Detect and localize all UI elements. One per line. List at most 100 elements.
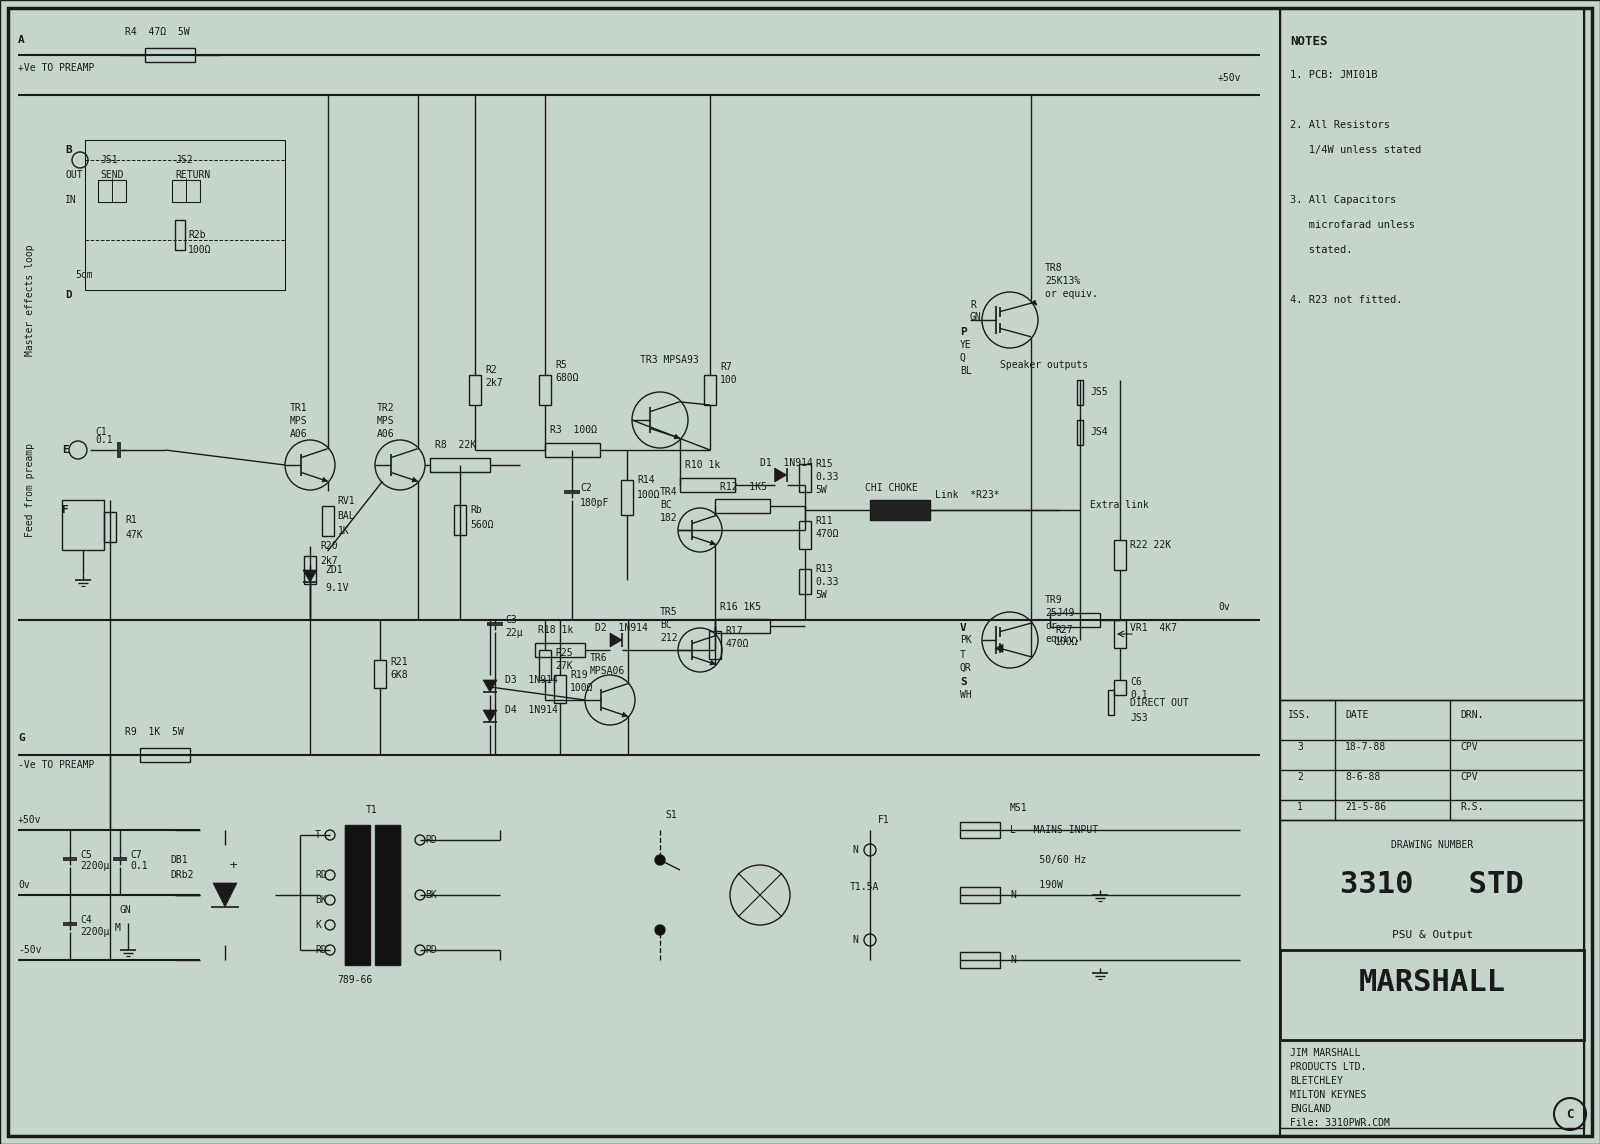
- Text: R: R: [970, 300, 976, 310]
- Text: R25: R25: [555, 648, 573, 658]
- Text: TR8: TR8: [1045, 263, 1062, 273]
- Text: 470Ω: 470Ω: [725, 638, 749, 649]
- Text: 470Ω: 470Ω: [816, 529, 838, 539]
- Text: 190W: 190W: [1010, 880, 1062, 890]
- Text: C7: C7: [130, 850, 142, 860]
- Polygon shape: [483, 680, 498, 692]
- Text: 100Ω: 100Ω: [189, 245, 211, 255]
- Text: 4. R23 not fitted.: 4. R23 not fitted.: [1290, 295, 1403, 305]
- Text: Q: Q: [960, 353, 966, 363]
- Text: 2: 2: [1298, 772, 1302, 782]
- Bar: [546, 443, 600, 456]
- Bar: [709, 630, 722, 659]
- Text: 100Ω: 100Ω: [570, 683, 594, 693]
- Text: 560Ω: 560Ω: [470, 521, 493, 530]
- Text: R18 1k: R18 1k: [538, 625, 573, 635]
- Text: MPS: MPS: [378, 416, 395, 426]
- Bar: [554, 675, 566, 704]
- Bar: [704, 375, 717, 405]
- Text: BC: BC: [661, 620, 672, 630]
- Text: DIRECT OUT: DIRECT OUT: [1130, 698, 1189, 708]
- Text: D4  1N914: D4 1N914: [506, 705, 558, 715]
- Text: MPSA06: MPSA06: [590, 666, 626, 676]
- Text: -50v: -50v: [18, 945, 42, 955]
- Text: DRAWING NUMBER: DRAWING NUMBER: [1390, 840, 1474, 850]
- Polygon shape: [622, 713, 627, 717]
- Text: 1K: 1K: [338, 526, 349, 537]
- Text: BLETCHLEY: BLETCHLEY: [1290, 1077, 1342, 1086]
- Text: N: N: [851, 845, 858, 855]
- Text: +50v: +50v: [18, 815, 42, 825]
- Bar: [173, 180, 200, 202]
- Text: DATE: DATE: [1346, 710, 1368, 720]
- Polygon shape: [674, 435, 680, 439]
- Text: Master effects loop: Master effects loop: [26, 244, 35, 356]
- Text: JS3: JS3: [1130, 713, 1147, 723]
- Bar: [800, 569, 811, 594]
- Bar: [1280, 700, 1584, 820]
- Text: R7: R7: [720, 362, 731, 372]
- Bar: [539, 650, 550, 680]
- Text: BK: BK: [315, 895, 326, 905]
- Text: A06: A06: [378, 429, 395, 439]
- Text: R15: R15: [816, 459, 834, 469]
- Bar: [141, 748, 190, 762]
- Text: R2: R2: [485, 365, 496, 375]
- Text: IN: IN: [66, 194, 77, 205]
- Text: DRN.: DRN.: [1459, 710, 1483, 720]
- Circle shape: [654, 855, 666, 865]
- Text: 1/4W unless stated: 1/4W unless stated: [1290, 145, 1421, 154]
- Text: C6: C6: [1130, 677, 1142, 688]
- Text: TR1: TR1: [290, 403, 307, 413]
- Text: +Ve TO PREAMP: +Ve TO PREAMP: [18, 63, 94, 73]
- Text: RD: RD: [315, 945, 326, 955]
- Text: 1. PCB: JMI01B: 1. PCB: JMI01B: [1290, 70, 1378, 80]
- Text: P: P: [960, 327, 966, 337]
- Text: TR3 MPSA93: TR3 MPSA93: [640, 355, 699, 365]
- Polygon shape: [213, 883, 237, 907]
- Bar: [146, 48, 195, 62]
- Text: +: +: [230, 858, 237, 872]
- Text: T: T: [315, 831, 322, 840]
- Text: D2  1N914: D2 1N914: [595, 623, 648, 633]
- Text: 9.1V: 9.1V: [325, 583, 349, 593]
- Circle shape: [654, 925, 666, 935]
- Text: BC: BC: [661, 500, 672, 510]
- Text: R.S.: R.S.: [1459, 802, 1483, 812]
- Text: 1: 1: [1298, 802, 1302, 812]
- Text: SEND: SEND: [99, 170, 123, 180]
- Bar: [715, 619, 771, 633]
- Text: JS1: JS1: [99, 154, 118, 165]
- Bar: [98, 180, 126, 202]
- Text: C4: C4: [80, 915, 91, 925]
- Text: Extra link: Extra link: [1090, 500, 1149, 510]
- Text: 5cm: 5cm: [75, 270, 93, 280]
- Text: RD: RD: [426, 945, 437, 955]
- Bar: [430, 458, 490, 472]
- Bar: [1107, 690, 1114, 715]
- Bar: [1280, 1040, 1584, 1128]
- Text: 8-6-88: 8-6-88: [1346, 772, 1381, 782]
- Text: 0.1: 0.1: [94, 435, 112, 445]
- Polygon shape: [483, 710, 498, 722]
- Bar: [539, 375, 550, 405]
- Text: A06: A06: [290, 429, 307, 439]
- Text: 5W: 5W: [816, 589, 827, 599]
- Text: Link  *R23*: Link *R23*: [934, 490, 1000, 500]
- Text: M: M: [115, 923, 122, 934]
- Text: 22μ: 22μ: [506, 628, 523, 638]
- Text: 100: 100: [720, 375, 738, 386]
- Text: K: K: [315, 920, 322, 930]
- Text: T1.5A: T1.5A: [850, 882, 880, 892]
- Text: 212: 212: [661, 633, 678, 643]
- Text: 180pF: 180pF: [579, 498, 610, 508]
- Bar: [1114, 540, 1126, 570]
- Bar: [1280, 8, 1584, 700]
- Polygon shape: [710, 540, 715, 545]
- Text: OUT: OUT: [66, 170, 83, 180]
- Bar: [322, 507, 333, 537]
- Text: 27K: 27K: [555, 661, 573, 672]
- Bar: [1077, 420, 1083, 445]
- Bar: [800, 463, 811, 492]
- Bar: [960, 823, 1000, 839]
